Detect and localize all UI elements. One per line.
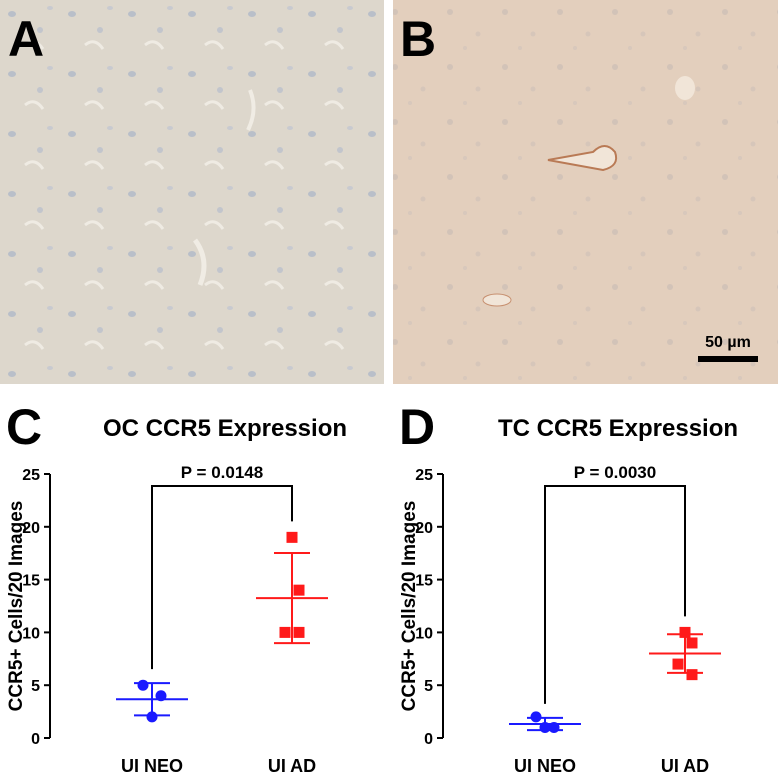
data-point <box>279 626 291 638</box>
data-point <box>293 626 305 638</box>
y-tick-label: 20 <box>415 520 433 537</box>
significance-bracket <box>544 485 686 704</box>
significance-bracket <box>151 485 293 670</box>
y-tick-label: 25 <box>415 467 433 484</box>
data-point <box>679 626 691 638</box>
data-point <box>146 711 158 723</box>
y-tick-label: 10 <box>22 625 40 642</box>
y-tick-label: 25 <box>22 467 40 484</box>
panel-label: A <box>8 11 44 67</box>
p-value: P = 0.0148 <box>181 463 263 482</box>
panel-label: C <box>6 399 42 455</box>
y-tick-label: 0 <box>31 731 40 748</box>
data-point <box>539 721 551 733</box>
y-tick-label: 15 <box>415 573 433 590</box>
micrograph-b <box>393 0 778 384</box>
data-point <box>548 721 560 733</box>
x-tick-label: UI NEO <box>514 756 576 776</box>
micrograph-a <box>0 0 384 384</box>
data-point <box>293 584 305 596</box>
y-tick-label: 5 <box>424 678 433 695</box>
scale-bar-label: 50 µm <box>705 334 751 351</box>
chart-title: OC CCR5 Expression <box>103 415 347 442</box>
data-point <box>155 690 167 702</box>
y-tick-label: 5 <box>31 678 40 695</box>
data-point <box>286 531 298 543</box>
data-point <box>686 669 698 681</box>
y-axis-label: CCR5+ Cells/20 Images <box>399 501 420 712</box>
data-point <box>686 637 698 649</box>
x-tick-label: UI AD <box>661 756 709 776</box>
x-tick-label: UI AD <box>268 756 316 776</box>
y-tick-label: 10 <box>415 625 433 642</box>
data-point <box>530 711 542 723</box>
chart-title: TC CCR5 Expression <box>498 415 738 442</box>
data-point <box>137 679 149 691</box>
y-axis-label: CCR5+ Cells/20 Images <box>6 501 27 712</box>
y-tick-label: 20 <box>22 520 40 537</box>
data-point <box>672 658 684 670</box>
panel-label: B <box>400 11 436 67</box>
p-value: P = 0.0030 <box>574 463 656 482</box>
x-tick-label: UI NEO <box>121 756 183 776</box>
y-tick-label: 0 <box>424 731 433 748</box>
y-tick-label: 15 <box>22 573 40 590</box>
panel-label: D <box>399 399 435 455</box>
